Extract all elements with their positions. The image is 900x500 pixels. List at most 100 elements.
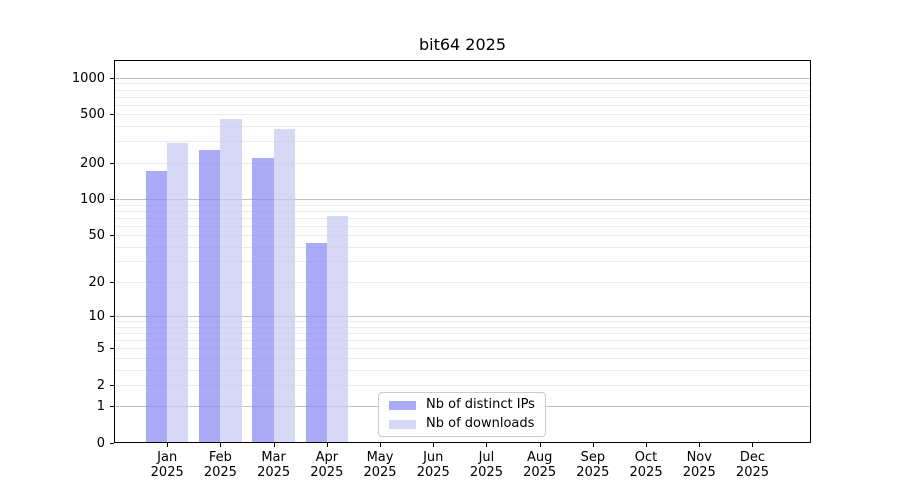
x-tick [646,443,648,447]
y-tick-label: 1000 [71,70,105,86]
x-tick [539,443,541,447]
minor-gridline [114,126,811,128]
y-tick [110,114,114,116]
y-tick [110,162,114,164]
x-tick-year: 2025 [735,465,770,480]
x-tick-year: 2025 [682,465,716,480]
minor-gridline [114,89,811,91]
y-tick-label: 5 [96,341,105,357]
bar-nb-of-downloads-apr [326,216,349,443]
x-tick-month: Dec [739,450,766,465]
x-tick-month: Jun [423,450,444,465]
x-tick-label: Jun 2025 [393,450,473,480]
minor-gridline [114,162,811,164]
y-tick-label: 10 [88,309,105,325]
major-gridline [114,199,811,201]
x-tick-label: Aug 2025 [500,450,580,480]
y-tick [110,316,114,318]
x-tick [699,443,701,447]
x-tick-month: Aug [526,450,553,465]
y-tick [110,199,114,201]
x-tick-label: Oct 2025 [606,450,686,480]
x-tick-month: Feb [208,450,232,465]
x-tick-year: 2025 [629,465,663,480]
x-tick-year: 2025 [523,465,557,480]
x-tick-label: Dec 2025 [712,450,792,480]
y-tick [110,406,114,408]
x-tick-label: Mar 2025 [234,450,314,480]
legend-swatch-distinct-ips [389,400,416,410]
x-tick-year: 2025 [576,465,610,480]
minor-gridline [114,321,811,323]
minor-gridline [114,210,811,212]
bar-nb-of-distinct-ips-feb [199,150,221,443]
x-tick-label: Nov 2025 [659,450,739,480]
minor-gridline [114,384,811,386]
y-tick [110,443,114,444]
bar-nb-of-downloads-jan [167,143,189,443]
major-gridline [114,77,811,79]
y-tick-label: 2 [96,377,105,393]
minor-gridline [114,348,811,350]
legend-item-downloads: Nb of downloads [389,416,535,432]
y-tick-label: 100 [80,192,105,208]
minor-gridline [114,357,811,359]
x-tick-month: May [366,450,394,465]
minor-gridline [114,204,811,206]
x-tick-label: Jan 2025 [127,450,207,480]
x-tick [752,443,754,447]
y-tick [110,282,114,284]
minor-gridline [114,246,811,248]
minor-gridline [114,235,811,237]
chart-title: bit64 2025 [418,35,507,54]
y-tick-label: 0 [96,436,105,451]
x-tick [167,443,169,447]
legend-item-distinct-ips: Nb of distinct IPs [389,397,535,413]
legend: Nb of distinct IPs Nb of downloads [378,392,546,437]
x-tick-month: Jan [157,450,178,465]
y-tick-label: 20 [88,275,105,291]
minor-gridline [114,282,811,284]
x-tick-year: 2025 [257,465,291,480]
x-tick [273,443,275,447]
x-tick-year: 2025 [203,465,237,480]
x-tick-year: 2025 [469,465,503,480]
y-tick [110,77,114,79]
legend-swatch-downloads [389,419,416,429]
y-tick-label: 200 [80,155,105,171]
y-tick-label: 1 [96,399,105,415]
x-tick [433,443,435,447]
x-tick-year: 2025 [416,465,450,480]
x-tick-month: Mar [261,450,286,465]
legend-label-distinct-ips: Nb of distinct IPs [426,397,535,412]
y-tick-label: 50 [88,228,105,244]
x-tick-month: Nov [686,450,712,465]
minor-gridline [114,83,811,85]
x-tick-month: Apr [315,450,339,465]
major-gridline [114,316,811,318]
x-tick-label: Sep 2025 [553,450,633,480]
bar-nb-of-distinct-ips-apr [305,242,327,443]
legend-label-downloads: Nb of downloads [426,416,535,431]
minor-gridline [114,141,811,143]
x-tick-label: Feb 2025 [180,450,260,480]
x-tick-month: Sep [580,450,606,465]
x-tick [486,443,488,447]
x-tick [380,443,382,447]
bar-nb-of-distinct-ips-mar [252,157,274,443]
x-tick-year: 2025 [150,465,184,480]
y-tick [110,348,114,350]
plot-area [114,60,811,443]
y-tick-label: 500 [80,107,105,123]
x-tick-month: Oct [634,450,658,465]
x-tick-label: May 2025 [340,450,420,480]
minor-gridline [114,326,811,328]
x-tick [220,443,222,447]
minor-gridline [114,225,811,227]
y-tick [110,384,114,386]
minor-gridline [114,114,811,116]
minor-gridline [114,104,811,106]
minor-gridline [114,333,811,335]
x-tick-label: Apr 2025 [287,450,367,480]
